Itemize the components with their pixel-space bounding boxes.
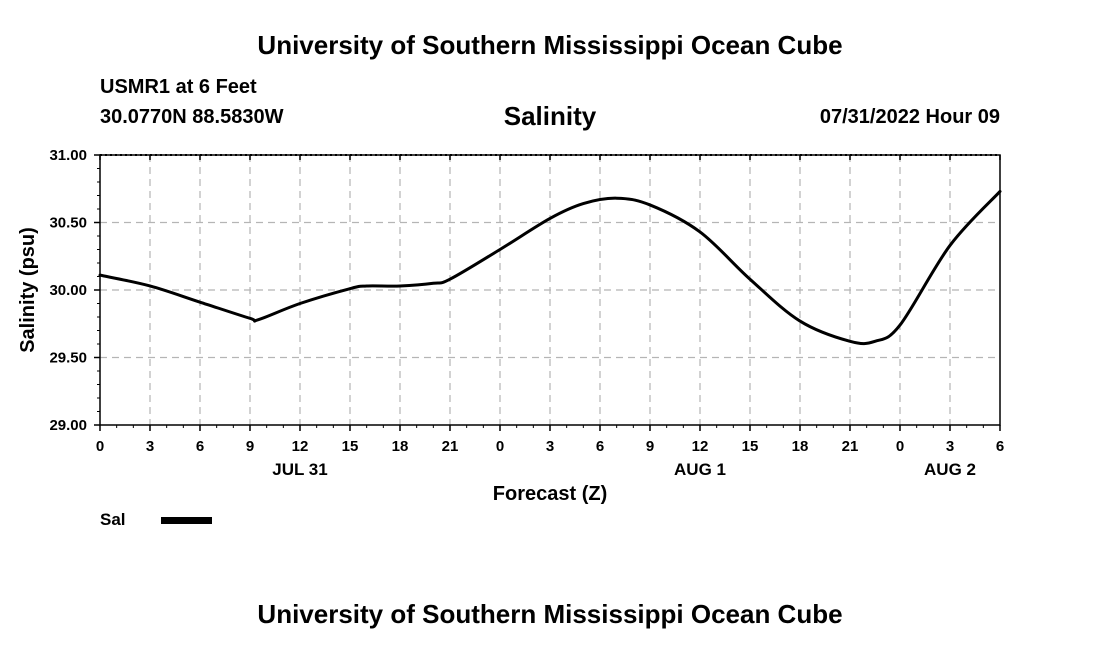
x-tick-label: 9	[646, 438, 654, 455]
x-tick-label: 3	[546, 438, 554, 455]
legend-label: Sal	[100, 510, 126, 529]
y-tick-label: 31.00	[49, 147, 87, 164]
axis-ticks	[94, 154, 1001, 431]
x-date-label: JUL 31	[272, 460, 327, 479]
x-date-labels: JUL 31 AUG 1 AUG 2	[272, 460, 976, 479]
station-label: USMR1 at 6 Feet	[100, 76, 257, 98]
x-tick-label: 21	[442, 438, 459, 455]
x-tick-label: 6	[996, 438, 1004, 455]
legend-swatch	[161, 517, 212, 524]
station-coordinates: 30.0770N 88.5830W	[100, 106, 284, 128]
y-tick-label: 29.00	[49, 417, 87, 434]
x-tick-label: 18	[392, 438, 409, 455]
y-tick-label: 30.00	[49, 282, 87, 299]
salinity-series-line	[98, 189, 1002, 346]
x-tick-label: 6	[196, 438, 204, 455]
x-axis-title: Forecast (Z)	[493, 483, 607, 505]
chart-title: Salinity	[503, 101, 597, 131]
x-tick-label: 15	[342, 438, 359, 455]
x-date-label: AUG 1	[674, 460, 726, 479]
x-tick-labels: 0 3 6 9 12 15 18 21 0 3 6 9 12 15 18 21 0 3 6	[96, 438, 1004, 455]
x-tick-label: 3	[946, 438, 954, 455]
grid-lines	[100, 155, 1000, 425]
x-tick-label: 12	[692, 438, 709, 455]
x-tick-label: 6	[596, 438, 604, 455]
y-tick-labels: 29.00 29.50 30.00 30.50 31.00	[49, 147, 87, 434]
x-tick-label: 18	[792, 438, 809, 455]
x-tick-label: 3	[146, 438, 154, 455]
y-tick-label: 29.50	[49, 350, 87, 367]
x-tick-label: 21	[842, 438, 859, 455]
forecast-datetime: 07/31/2022 Hour 09	[819, 106, 1000, 128]
y-tick-label: 30.50	[49, 215, 87, 232]
bottom-title: University of Southern Mississippi Ocean…	[257, 599, 843, 629]
top-title: University of Southern Mississippi Ocean…	[257, 30, 843, 60]
y-axis-title: Salinity (psu)	[17, 227, 39, 353]
x-tick-label: 0	[96, 438, 104, 455]
x-tick-label: 9	[246, 438, 254, 455]
x-tick-label: 15	[742, 438, 759, 455]
x-tick-label: 12	[292, 438, 309, 455]
x-tick-label: 0	[896, 438, 904, 455]
x-date-label: AUG 2	[924, 460, 976, 479]
x-tick-label: 0	[496, 438, 504, 455]
